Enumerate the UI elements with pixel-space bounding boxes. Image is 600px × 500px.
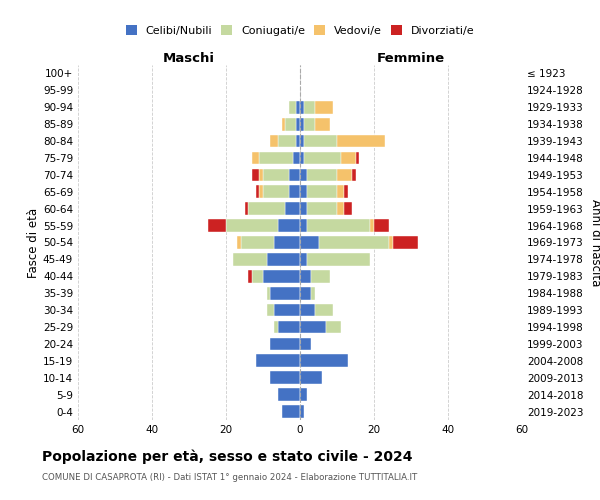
Bar	[271, 372, 300, 384]
Bar	[300, 338, 311, 350]
Bar	[389, 236, 392, 249]
Bar	[266, 253, 300, 266]
Bar	[300, 354, 348, 367]
Bar	[337, 168, 352, 181]
Bar	[300, 202, 307, 215]
Bar	[344, 202, 352, 215]
Bar	[278, 388, 300, 401]
Bar	[300, 101, 304, 114]
Bar	[256, 354, 300, 367]
Bar	[307, 220, 370, 232]
Bar	[296, 134, 300, 147]
Bar	[300, 287, 311, 300]
Bar	[271, 287, 300, 300]
Bar	[374, 220, 389, 232]
Bar	[304, 134, 337, 147]
Bar	[392, 236, 418, 249]
Bar	[296, 101, 300, 114]
Bar	[281, 405, 300, 418]
Bar	[307, 186, 337, 198]
Bar	[289, 168, 300, 181]
Bar	[293, 152, 300, 164]
Bar	[337, 186, 344, 198]
Bar	[304, 152, 341, 164]
Bar	[289, 101, 296, 114]
Bar	[337, 202, 344, 215]
Bar	[370, 220, 374, 232]
Bar	[300, 220, 307, 232]
Bar	[278, 220, 300, 232]
Bar	[300, 118, 304, 130]
Bar	[300, 388, 307, 401]
Y-axis label: Anni di nascita: Anni di nascita	[589, 199, 600, 286]
Bar	[315, 118, 329, 130]
Bar	[274, 304, 300, 316]
Bar	[226, 220, 278, 232]
Bar	[300, 304, 315, 316]
Bar	[233, 253, 266, 266]
Bar	[300, 270, 311, 282]
Text: COMUNE DI CASAPROTA (RI) - Dati ISTAT 1° gennaio 2024 - Elaborazione TUTTITALIA.: COMUNE DI CASAPROTA (RI) - Dati ISTAT 1°…	[42, 472, 417, 482]
Bar	[289, 186, 300, 198]
Bar	[300, 372, 322, 384]
Bar	[245, 202, 248, 215]
Bar	[271, 338, 300, 350]
Bar	[355, 152, 359, 164]
Bar	[281, 118, 285, 130]
Bar	[300, 152, 304, 164]
Legend: Celibi/Nubili, Coniugati/e, Vedovi/e, Divorziati/e: Celibi/Nubili, Coniugati/e, Vedovi/e, Di…	[121, 21, 479, 40]
Bar	[263, 270, 300, 282]
Bar	[311, 270, 329, 282]
Bar	[266, 287, 271, 300]
Bar	[315, 101, 334, 114]
Bar	[337, 134, 385, 147]
Bar	[285, 118, 296, 130]
Bar	[259, 168, 263, 181]
Bar	[241, 236, 274, 249]
Bar	[307, 168, 337, 181]
Bar	[304, 118, 315, 130]
Bar	[311, 287, 315, 300]
Bar	[307, 253, 370, 266]
Bar	[259, 152, 293, 164]
Bar	[274, 236, 300, 249]
Bar	[304, 101, 315, 114]
Bar	[300, 186, 307, 198]
Bar	[237, 236, 241, 249]
Bar	[248, 270, 252, 282]
Bar	[300, 320, 326, 334]
Bar	[252, 168, 259, 181]
Y-axis label: Fasce di età: Fasce di età	[27, 208, 40, 278]
Bar	[315, 304, 334, 316]
Bar	[319, 236, 389, 249]
Bar	[285, 202, 300, 215]
Bar	[248, 202, 285, 215]
Bar	[256, 186, 259, 198]
Bar	[274, 320, 278, 334]
Text: Popolazione per età, sesso e stato civile - 2024: Popolazione per età, sesso e stato civil…	[42, 450, 413, 464]
Bar	[300, 168, 307, 181]
Bar	[259, 186, 263, 198]
Bar	[300, 236, 319, 249]
Bar	[352, 168, 355, 181]
Bar	[326, 320, 341, 334]
Bar	[271, 134, 278, 147]
Bar	[267, 304, 274, 316]
Bar	[341, 152, 355, 164]
Bar	[263, 186, 289, 198]
Bar	[208, 220, 226, 232]
Bar	[344, 186, 348, 198]
Text: Femmine: Femmine	[377, 52, 445, 65]
Bar	[300, 405, 304, 418]
Bar	[300, 134, 304, 147]
Bar	[252, 152, 259, 164]
Bar	[263, 168, 289, 181]
Bar	[307, 202, 337, 215]
Bar	[278, 134, 296, 147]
Bar	[296, 118, 300, 130]
Bar	[252, 270, 263, 282]
Bar	[300, 253, 307, 266]
Text: Maschi: Maschi	[163, 52, 215, 65]
Bar	[278, 320, 300, 334]
